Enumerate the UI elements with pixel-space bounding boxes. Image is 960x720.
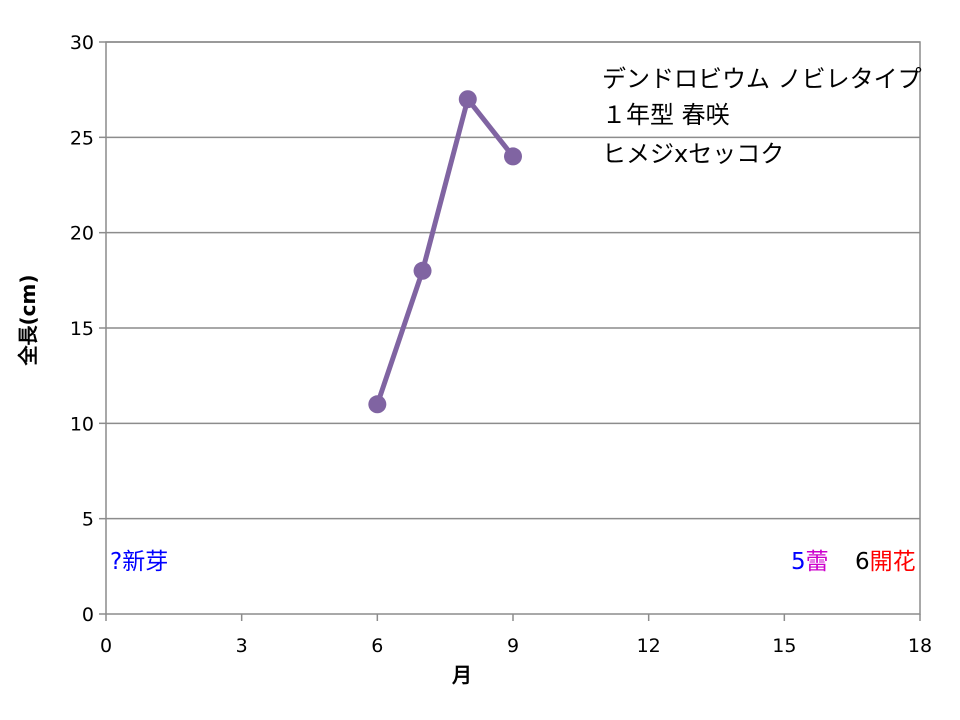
info-line-variety: デンドロビウム ノビレタイプ [602, 65, 922, 93]
x-tick-label: 9 [507, 635, 519, 657]
y-tick-label: 15 [70, 318, 94, 340]
annotation-bud-label: 蕾 [806, 549, 829, 575]
y-tick-label: 30 [70, 32, 94, 54]
info-text-box: デンドロビウム ノビレタイプ １年型 春咲 ヒメジxセッコク [602, 65, 922, 168]
x-axis-title: 月 [451, 663, 472, 687]
x-tick-label: 0 [100, 635, 112, 657]
y-tick-label: 20 [70, 223, 94, 245]
y-tick-label: 25 [70, 127, 94, 149]
annotation-new-shoot-month: ? [110, 549, 122, 575]
annotation-bud: 5蕾 [791, 549, 829, 575]
x-tick-label: 6 [371, 635, 383, 657]
annotation-bloom-month: 6 [855, 549, 870, 575]
x-axis-ticks: 0 3 6 9 12 15 18 [100, 614, 932, 657]
data-point [368, 395, 387, 414]
annotation-bud-month: 5 [791, 549, 806, 575]
data-point [458, 90, 477, 109]
x-tick-label: 18 [908, 635, 932, 657]
y-tick-label: 10 [70, 413, 94, 435]
annotation-new-shoot-label: 新芽 [122, 549, 168, 575]
x-tick-label: 15 [772, 635, 796, 657]
y-tick-label: 5 [82, 509, 94, 531]
x-tick-label: 3 [236, 635, 248, 657]
y-axis-title: 全長(cm) [16, 275, 40, 367]
info-line-cross: ヒメジxセッコク [602, 140, 784, 168]
annotation-new-shoot: ?新芽 [110, 549, 168, 575]
x-tick-label: 12 [637, 635, 661, 657]
y-axis-ticks: 0 5 10 15 20 25 30 [70, 32, 106, 626]
y-tick-label: 0 [82, 604, 94, 626]
info-line-type: １年型 春咲 [602, 101, 730, 129]
data-series [368, 90, 522, 414]
data-point [413, 261, 432, 280]
annotation-bloom: 6開花 [855, 549, 916, 575]
data-point [504, 147, 522, 166]
annotation-bloom-label: 開花 [870, 549, 916, 575]
series-line [374, 96, 516, 407]
